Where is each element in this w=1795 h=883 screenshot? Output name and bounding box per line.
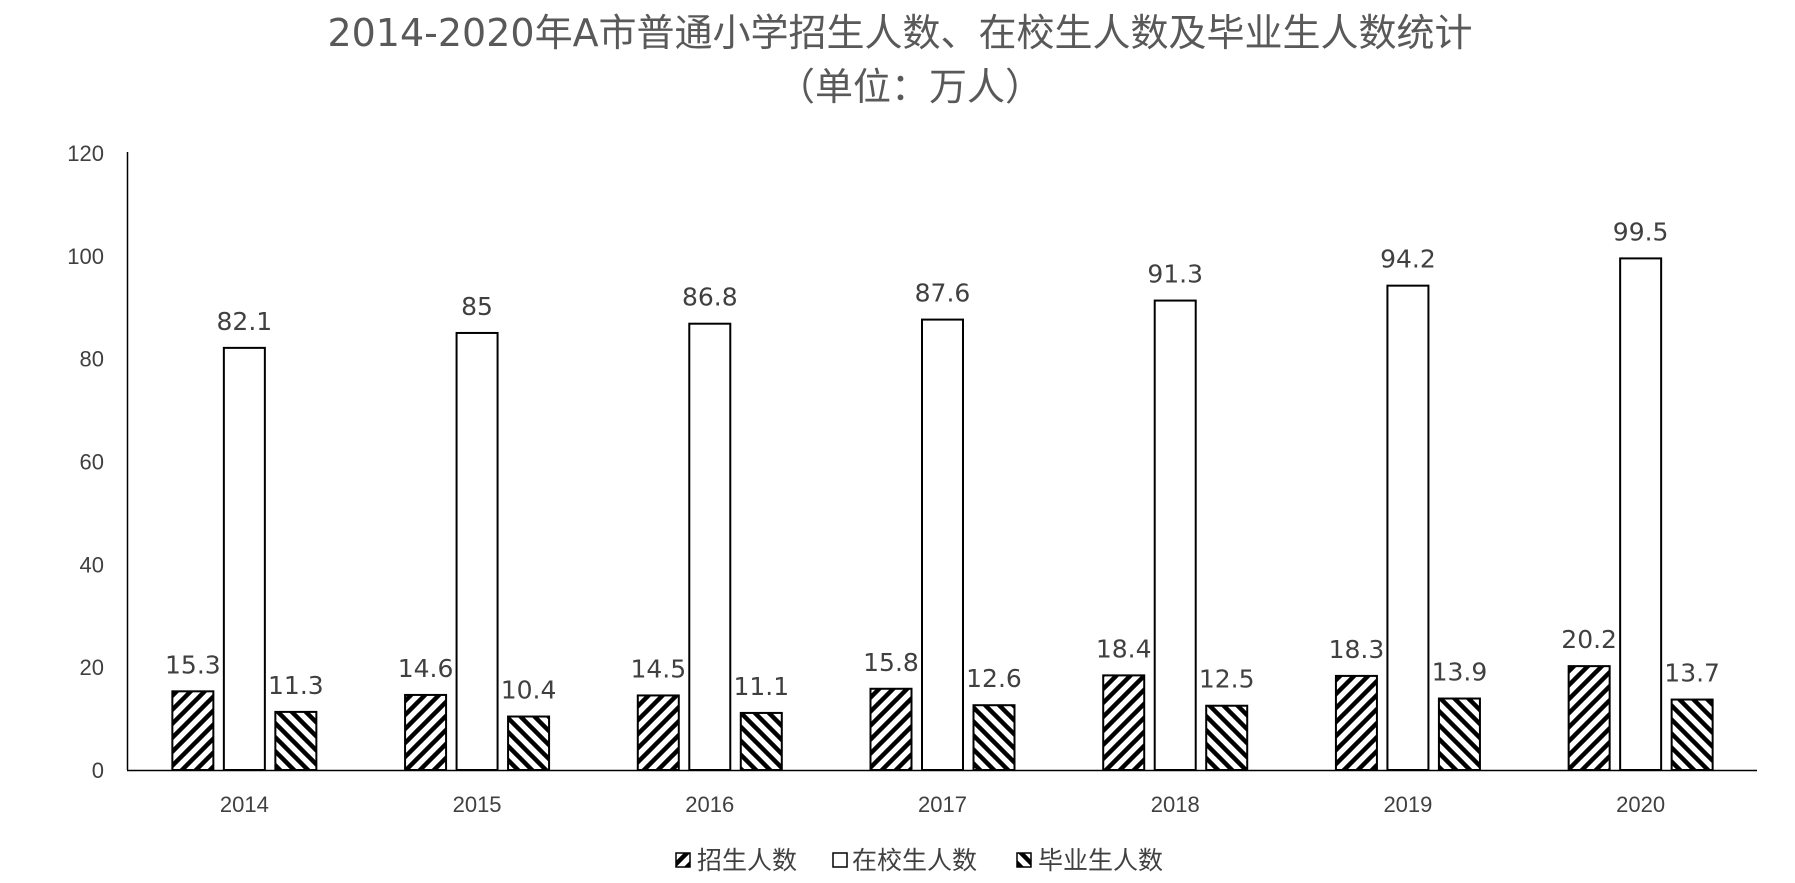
data-label: 91.3	[1147, 260, 1203, 289]
legend-swatch	[1016, 852, 1032, 868]
x-axis-ticks: 2014 2015 2016 2017 2018 2019 2020	[220, 792, 1665, 817]
data-label: 18.4	[1096, 634, 1152, 663]
data-label: 13.7	[1664, 659, 1720, 688]
x-tick-label: 2020	[1616, 792, 1665, 817]
data-label: 13.9	[1432, 658, 1488, 687]
bar	[455, 331, 499, 771]
bar	[274, 710, 318, 772]
data-label: 14.5	[630, 654, 686, 683]
data-label: 99.5	[1613, 217, 1669, 246]
data-label: 87.6	[915, 279, 971, 308]
bar	[1153, 299, 1197, 771]
x-tick-label: 2014	[220, 792, 269, 817]
y-tick-label: 60	[80, 450, 104, 475]
bar	[739, 711, 783, 771]
data-label: 82.1	[217, 307, 273, 336]
legend-label: 毕业生人数	[1038, 846, 1163, 875]
bar	[1334, 674, 1378, 771]
bar	[688, 322, 732, 771]
data-label: 12.6	[966, 664, 1022, 693]
bars	[171, 257, 1714, 772]
y-tick-label: 120	[67, 141, 104, 166]
y-tick-label: 0	[92, 758, 104, 783]
bar	[972, 704, 1016, 772]
data-label: 11.3	[268, 671, 324, 700]
x-tick-label: 2017	[918, 792, 967, 817]
bar	[1619, 257, 1663, 771]
data-label: 86.8	[682, 283, 738, 312]
bar	[1386, 284, 1430, 771]
data-label: 85	[461, 292, 493, 321]
chart-subtitle: （单位：万人）	[777, 65, 1043, 109]
chart-title: 2014-2020年A市普通小学招生人数、在校生人数及毕业生人数统计	[327, 11, 1472, 55]
x-tick-label: 2016	[685, 792, 734, 817]
bar	[636, 694, 680, 772]
y-tick-label: 100	[67, 244, 104, 269]
data-labels: 15.3 82.1 11.3 14.6 85 10.4 14.5 86.8 11.1 15.8 87…	[165, 217, 1720, 704]
x-tick-label: 2019	[1383, 792, 1432, 817]
bar	[1102, 674, 1146, 771]
y-tick-label: 20	[80, 655, 104, 680]
bar	[921, 318, 964, 771]
x-tick-label: 2015	[453, 792, 502, 817]
bar	[507, 715, 551, 772]
bar	[171, 690, 215, 772]
legend-label: 在校生人数	[852, 846, 977, 875]
data-label: 18.3	[1329, 635, 1385, 664]
y-tick-label: 80	[80, 347, 104, 372]
legend: 招生人数 在校生人数 毕业生人数	[675, 846, 1163, 875]
data-label: 20.2	[1561, 625, 1617, 654]
bar	[1205, 704, 1249, 772]
legend-label: 招生人数	[697, 846, 797, 875]
legend-swatch	[675, 852, 691, 868]
data-label: 94.2	[1380, 245, 1436, 274]
bar	[1670, 698, 1714, 771]
bar	[1437, 697, 1481, 771]
data-label: 15.8	[863, 648, 919, 677]
data-label: 15.3	[165, 650, 221, 679]
data-label: 12.5	[1199, 665, 1255, 694]
bar	[222, 346, 266, 771]
data-label: 10.4	[501, 676, 557, 705]
data-label: 14.6	[398, 654, 454, 683]
legend-swatch	[832, 852, 848, 868]
bar	[869, 687, 913, 771]
bar	[1567, 665, 1611, 771]
x-tick-label: 2018	[1151, 792, 1200, 817]
y-tick-label: 40	[80, 552, 104, 577]
data-label: 11.1	[733, 672, 789, 701]
y-axis-ticks: 0 20 40 60 80 100 120	[67, 141, 104, 783]
bar	[404, 693, 448, 771]
